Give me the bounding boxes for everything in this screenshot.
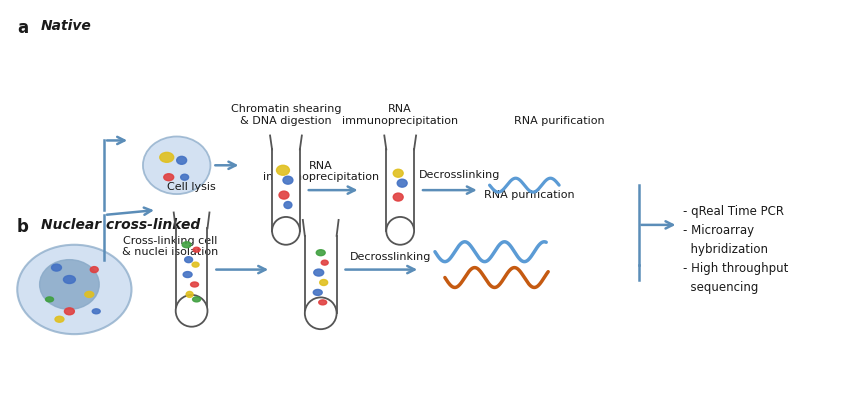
Ellipse shape <box>163 174 174 181</box>
Text: RNA
immunoprecipitation: RNA immunoprecipitation <box>263 161 379 182</box>
Ellipse shape <box>85 292 94 297</box>
Bar <box>272 149 300 231</box>
Ellipse shape <box>314 269 324 276</box>
Ellipse shape <box>276 165 289 175</box>
Ellipse shape <box>90 267 98 272</box>
Text: b: b <box>17 218 28 236</box>
Text: RNA
immunoprecipitation: RNA immunoprecipitation <box>342 104 458 126</box>
Ellipse shape <box>320 280 328 285</box>
Ellipse shape <box>39 260 99 310</box>
Ellipse shape <box>160 152 174 162</box>
Ellipse shape <box>185 257 193 262</box>
Text: Decrosslinking: Decrosslinking <box>419 170 501 180</box>
Ellipse shape <box>386 217 414 245</box>
Ellipse shape <box>92 309 100 314</box>
Ellipse shape <box>183 272 192 277</box>
Ellipse shape <box>284 201 292 208</box>
Ellipse shape <box>321 260 328 265</box>
Bar <box>175 228 207 311</box>
Ellipse shape <box>175 295 207 327</box>
Text: Cross-linking cell
& nuclei isolation: Cross-linking cell & nuclei isolation <box>122 236 218 258</box>
Text: a: a <box>17 19 28 37</box>
Text: - qReal Time PCR
- Microarray
  hybridization
- High throughput
  sequencing: - qReal Time PCR - Microarray hybridizat… <box>683 205 788 294</box>
Ellipse shape <box>176 156 187 164</box>
Ellipse shape <box>182 242 191 248</box>
Ellipse shape <box>45 297 54 302</box>
Bar <box>386 149 414 231</box>
Ellipse shape <box>191 282 199 287</box>
Ellipse shape <box>55 316 64 322</box>
Ellipse shape <box>393 193 403 201</box>
Ellipse shape <box>397 179 407 187</box>
Text: Decrosslinking: Decrosslinking <box>349 252 431 262</box>
Ellipse shape <box>393 169 403 177</box>
Ellipse shape <box>193 247 200 252</box>
Ellipse shape <box>186 292 193 297</box>
Ellipse shape <box>279 191 289 199</box>
Ellipse shape <box>63 275 75 283</box>
Ellipse shape <box>51 264 62 271</box>
Bar <box>305 236 336 313</box>
Text: RNA purification: RNA purification <box>514 116 604 126</box>
Text: Native: Native <box>40 19 92 33</box>
Ellipse shape <box>272 217 300 245</box>
Ellipse shape <box>192 262 199 267</box>
Ellipse shape <box>143 136 211 194</box>
Ellipse shape <box>305 297 336 329</box>
Ellipse shape <box>193 297 200 302</box>
Ellipse shape <box>17 245 132 334</box>
Text: RNA purification: RNA purification <box>484 190 574 200</box>
Text: Chromatin shearing
& DNA digestion: Chromatin shearing & DNA digestion <box>231 104 342 126</box>
Ellipse shape <box>283 176 293 184</box>
Ellipse shape <box>318 300 327 305</box>
Ellipse shape <box>64 308 74 315</box>
Ellipse shape <box>181 174 188 180</box>
Ellipse shape <box>313 290 322 295</box>
Ellipse shape <box>316 250 325 256</box>
Text: Nuclear cross-linked: Nuclear cross-linked <box>40 218 199 232</box>
Text: Cell lysis: Cell lysis <box>167 182 216 192</box>
